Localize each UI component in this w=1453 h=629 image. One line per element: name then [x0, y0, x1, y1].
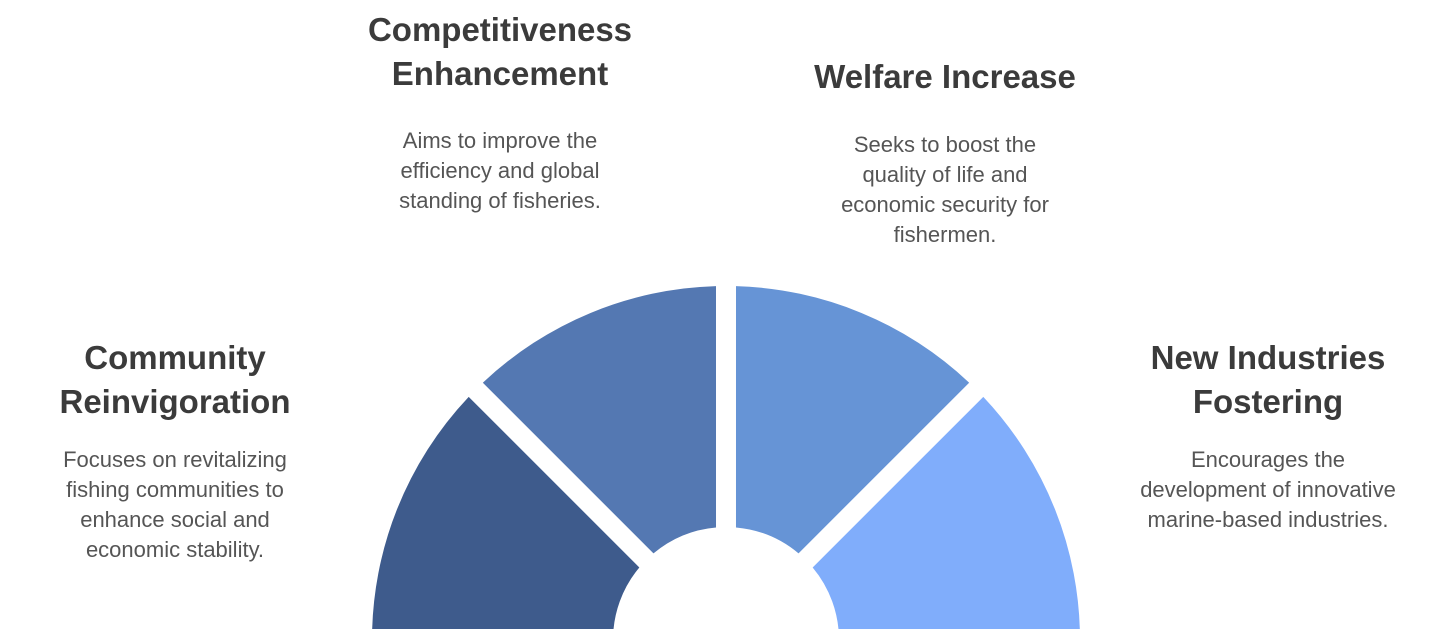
community-block: Community Reinvigoration Focuses on revi…	[0, 336, 350, 565]
segment-welfare	[735, 286, 970, 554]
segment-competitiveness	[482, 286, 717, 554]
industries-title: New Industries Fostering	[1150, 339, 1386, 420]
segments-group	[372, 286, 1080, 629]
segment-community	[372, 396, 640, 629]
industries-block: New Industries Fostering Encourages the …	[1083, 336, 1453, 535]
community-title: Community Reinvigoration	[59, 339, 291, 420]
segment-industries	[812, 396, 1080, 629]
welfare-block: Welfare Increase Seeks to boost the qual…	[745, 55, 1145, 250]
welfare-title: Welfare Increase	[814, 58, 1076, 95]
welfare-description: Seeks to boost the quality of life and e…	[841, 132, 1049, 247]
competitiveness-title: Competitiveness Enhancement	[367, 11, 633, 92]
community-description: Focuses on revitalizing fishing communit…	[63, 447, 287, 562]
competitiveness-description: Aims to improve the efficiency and globa…	[399, 128, 601, 213]
competitiveness-block: Competitiveness Enhancement Aims to impr…	[300, 8, 700, 216]
industries-description: Encourages the development of innovative…	[1140, 447, 1396, 532]
